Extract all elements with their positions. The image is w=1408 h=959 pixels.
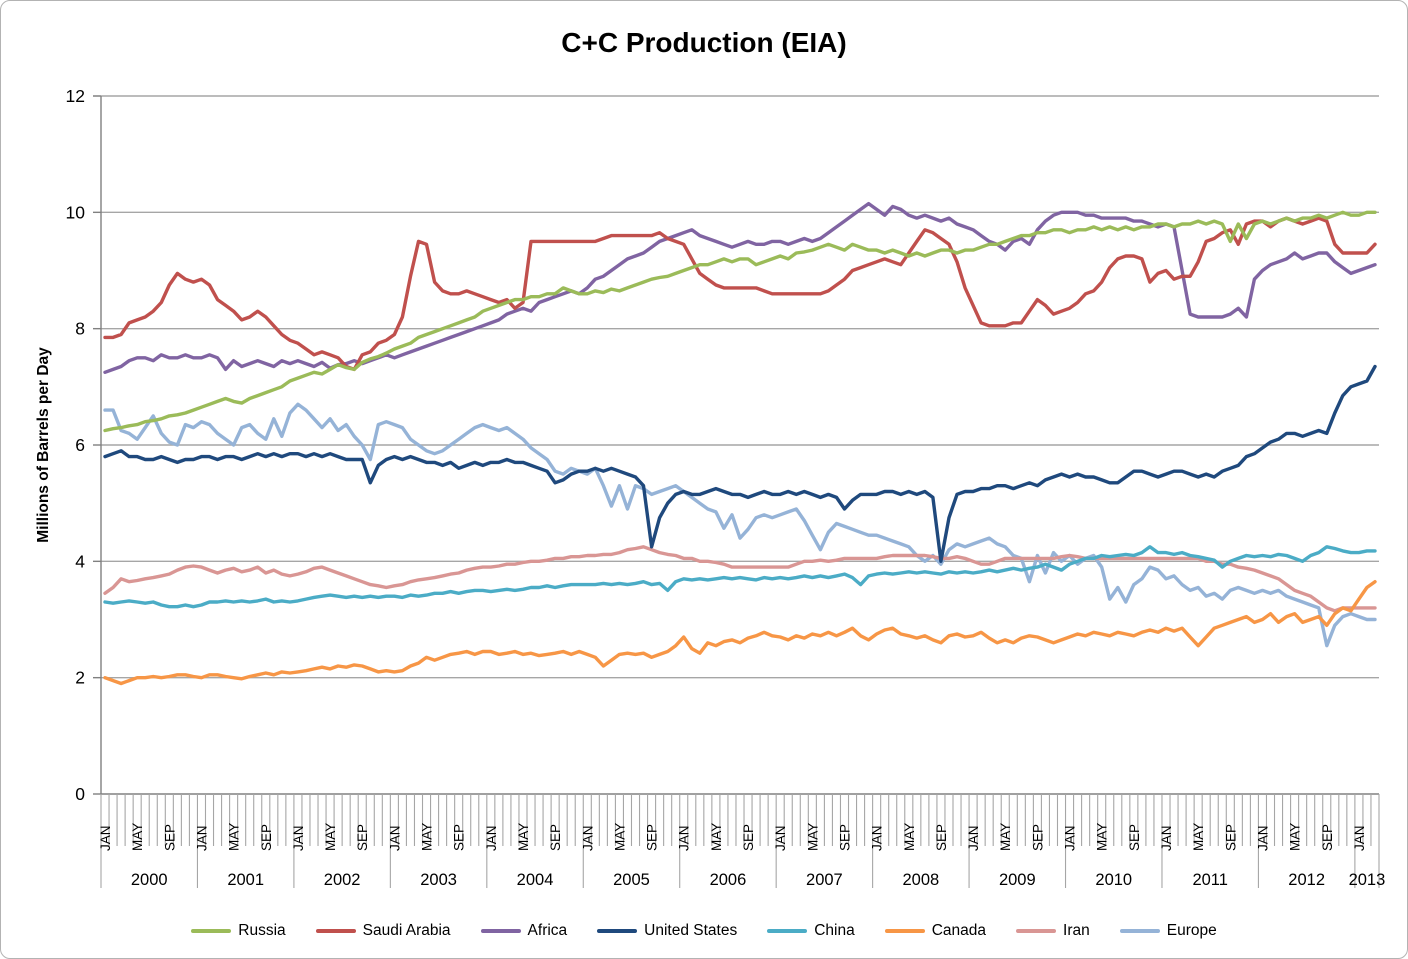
legend-label: United States [644,922,738,939]
legend-item-iran: Iran [1016,922,1090,940]
month-tick-label: SEP [355,824,370,851]
year-label: 2009 [999,871,1036,889]
y-tick-label: 8 [75,319,85,339]
month-tick-label: JAN [484,825,499,851]
month-tick-label: SEP [1030,824,1045,851]
month-tick-label: SEP [1223,824,1238,851]
month-tick-label: JAN [1255,825,1270,851]
legend-item-united-states: United States [597,922,737,940]
month-tick-label: MAY [1191,823,1206,851]
legend-label: Iran [1063,922,1090,939]
legend-swatch-icon [1119,928,1160,934]
month-tick-label: SEP [1320,824,1335,851]
month-tick-label: SEP [837,824,852,851]
month-tick-label: SEP [548,824,563,851]
y-tick-label: 6 [75,435,85,455]
month-tick-label: JAN [1159,825,1174,851]
year-label: 2005 [613,871,650,889]
legend-swatch-icon [480,928,521,934]
series-line-europe [103,402,1377,648]
y-tick-label: 2 [75,668,85,688]
year-label: 2003 [420,871,457,889]
month-tick-label: JAN [966,825,981,851]
year-label: 2010 [1095,871,1132,889]
y-tick-label: 12 [66,86,85,106]
legend-swatch-icon [191,928,232,934]
series-line-china [103,545,1377,609]
month-tick-label: JAN [1063,825,1078,851]
month-tick-label: MAY [516,823,531,851]
year-label: 2002 [324,871,361,889]
month-tick-label: MAY [998,823,1013,851]
month-tick-label: JAN [291,825,306,851]
month-tick-label: JAN [98,825,113,851]
month-tick-label: JAN [580,825,595,851]
series-line-iran [103,545,1377,613]
legend-label: China [814,922,855,939]
month-tick-label: JAN [870,825,885,851]
legend-label: Europe [1166,922,1217,939]
month-tick-label: MAY [612,823,627,851]
month-tick-label: SEP [741,824,756,851]
year-label: 2007 [806,871,843,889]
y-tick-label: 4 [75,551,85,571]
month-tick-label: MAY [323,823,338,851]
month-tick-label: MAY [709,823,724,851]
year-label: 2006 [710,871,747,889]
legend: Russia Saudi Arabia Africa United States Chi… [1,922,1407,940]
y-axis-title: Millions of Barrels per Day [35,347,52,543]
legend-swatch-icon [884,928,925,934]
month-tick-label: MAY [805,823,820,851]
year-label: 2008 [902,871,939,889]
legend-item-russia: Russia [191,922,286,940]
legend-item-africa: Africa [480,922,568,940]
y-tick-label: 10 [66,202,86,222]
month-tick-label: JAN [387,825,402,851]
legend-swatch-icon [597,928,638,934]
year-label: 2000 [131,871,168,889]
year-label: 2001 [227,871,264,889]
legend-label: Saudi Arabia [362,922,451,939]
series-line-canada [103,580,1377,686]
month-tick-label: SEP [162,824,177,851]
legend-item-saudi-arabia: Saudi Arabia [315,922,451,940]
month-tick-label: JAN [773,825,788,851]
legend-swatch-icon [1016,928,1057,934]
legend-label: Russia [238,922,286,939]
year-label: 2013 [1349,871,1386,889]
month-tick-label: MAY [1288,823,1303,851]
month-tick-label: SEP [452,824,467,851]
month-tick-label: JAN [194,825,209,851]
month-tick-label: MAY [1095,823,1110,851]
month-tick-label: MAY [420,823,435,851]
legend-item-europe: Europe [1119,922,1217,940]
year-label: 2012 [1288,871,1325,889]
chart-title: C+C Production (EIA) [561,27,847,58]
month-tick-label: MAY [902,823,917,851]
month-tick-label: MAY [227,823,242,851]
legend-item-china: China [767,922,855,940]
legend-swatch-icon [767,928,808,934]
month-tick-label: SEP [934,824,949,851]
month-tick-label: MAY [130,823,145,851]
legend-swatch-icon [315,928,356,934]
legend-label: Canada [931,922,987,939]
month-tick-label: JAN [677,825,692,851]
month-tick-label: SEP [645,824,660,851]
legend-item-canada: Canada [884,922,987,940]
year-label: 2011 [1192,871,1227,889]
month-tick-label: JAN [1352,825,1367,851]
month-tick-label: SEP [259,824,274,851]
legend-label: Africa [527,922,568,939]
month-tick-label: SEP [1127,824,1142,851]
year-label: 2004 [517,871,554,889]
series-line-united-states [103,364,1377,563]
series-line-russia [103,210,1377,433]
series-line-saudi-arabia [103,216,1377,372]
y-tick-label: 0 [75,784,85,804]
